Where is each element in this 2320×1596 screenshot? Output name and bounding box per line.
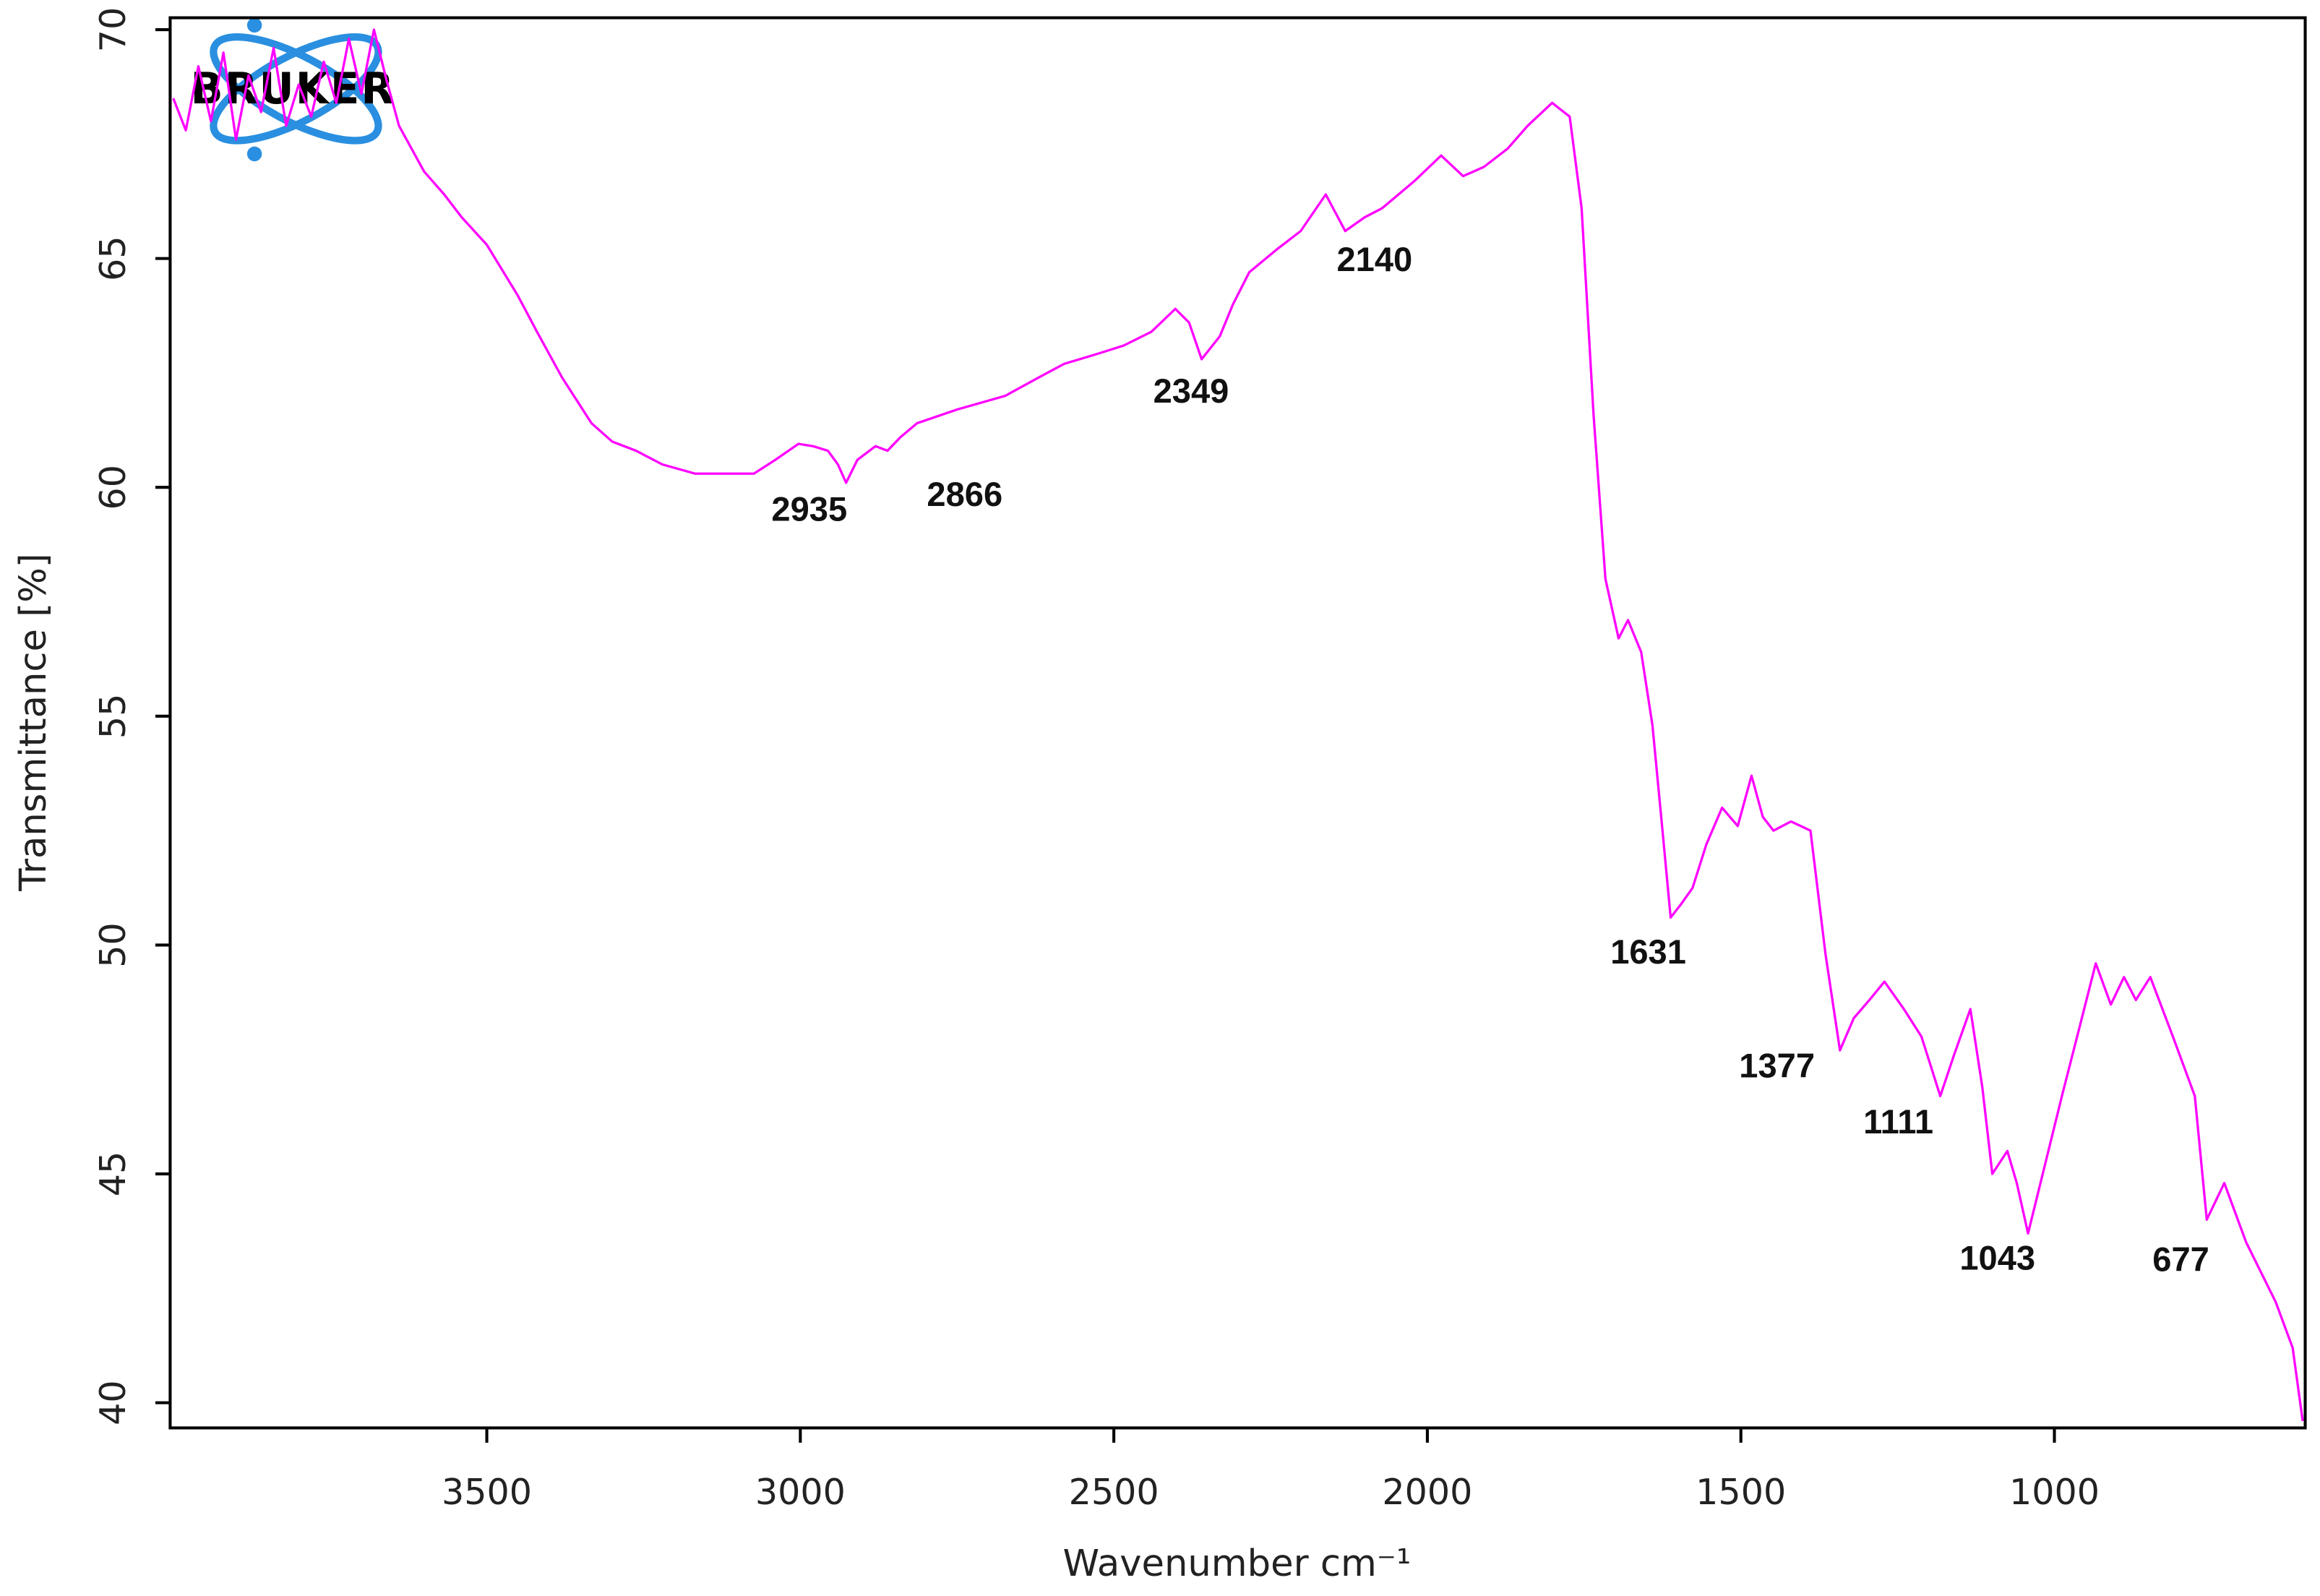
y-tick-label: 55 [92,694,134,739]
y-tick-label: 40 [92,1380,134,1425]
x-tick-label: 1000 [2009,1471,2100,1513]
x-tick-label: 3500 [442,1471,532,1513]
x-tick-label: 3000 [755,1471,846,1513]
x-tick-label: 2000 [1382,1471,1472,1513]
y-tick-label: 70 [92,7,134,53]
peak-label: 1111 [1863,1102,1933,1141]
logo-dot [246,146,262,162]
y-tick-label: 65 [92,236,134,281]
y-tick-label: 45 [92,1151,134,1197]
peak-label: 1043 [1959,1239,2035,1277]
spectrum-line [172,28,2304,1422]
peak-label: 1377 [1739,1046,1815,1084]
peak-label: 2866 [927,475,1002,513]
plot-frame [168,16,2307,1430]
logo-dot [246,17,262,33]
peak-label: 2349 [1153,372,1229,410]
peak-label: 2140 [1336,240,1412,278]
y-tick-label: 50 [92,922,134,968]
y-tick-label: 60 [92,465,134,510]
peak-label: 1631 [1610,932,1686,971]
y-axis-title: Transmittance [%] [12,553,55,891]
peak-label: 677 [2152,1240,2209,1279]
x-axis-title: Wavenumber cm⁻¹ [1063,1543,1412,1585]
logo-orbit [210,33,382,145]
peak-label: 2935 [771,490,847,528]
x-tick-label: 2500 [1069,1471,1159,1513]
x-tick-label: 1500 [1696,1471,1786,1513]
